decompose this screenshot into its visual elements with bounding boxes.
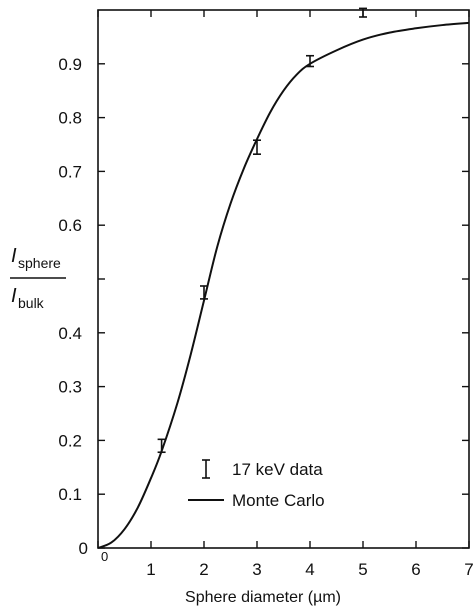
x-axis-title: Sphere diameter (µm): [185, 589, 341, 606]
x-tick-label: 7: [464, 560, 473, 579]
data-point-errorbar: [359, 7, 367, 18]
x-tick-label: 0: [101, 549, 108, 564]
x-tick-label: 5: [358, 560, 367, 579]
y-tick-label: 0.9: [58, 55, 82, 74]
data-point-errorbar: [253, 139, 261, 155]
data-point-errorbar: [157, 438, 166, 454]
monte-carlo-line: [97, 21, 470, 549]
y-label-denominator-sub: bulk: [18, 295, 45, 311]
x-tick-label: 3: [252, 560, 261, 579]
y-tick-label: 0.8: [58, 109, 82, 128]
chart-legend: 17 keV data Monte Carlo: [188, 459, 325, 510]
y-tick-label: 0: [79, 539, 88, 558]
data-point-errorbar: [200, 285, 208, 300]
y-label-numerator-main: I: [11, 245, 17, 267]
y-tick-label: 0.1: [58, 485, 82, 504]
chart-series-layer: [97, 7, 470, 549]
legend-label-17kev: 17 keV data: [232, 460, 323, 479]
y-tick-label: 0.2: [58, 431, 82, 450]
data-point-errorbar: [306, 54, 314, 68]
y-tick-label: 0.6: [58, 216, 82, 235]
y-axis-label: I sphere I bulk: [10, 245, 66, 311]
y-tick-label: 0.7: [58, 162, 82, 181]
x-tick-label: 2: [199, 560, 208, 579]
x-tick-label: 6: [411, 560, 420, 579]
legend-label-monte-carlo: Monte Carlo: [232, 491, 325, 510]
legend-item-monte-carlo: Monte Carlo: [188, 491, 325, 510]
y-label-numerator-sub: sphere: [18, 255, 61, 271]
x-tick-label: 1: [146, 560, 155, 579]
x-tick-label: 4: [305, 560, 314, 579]
y-tick-label: 0.3: [58, 378, 82, 397]
y-tick-label: 0.4: [58, 324, 82, 343]
chart-ticks: 0 1 2 3 4 5 6 7 0 0.1 0.2 0.3 0.4 0.6 0.7 0.8 0.9: [58, 10, 473, 579]
legend-item-17kev: 17 keV data: [202, 459, 323, 479]
y-label-denominator-main: I: [11, 285, 17, 307]
